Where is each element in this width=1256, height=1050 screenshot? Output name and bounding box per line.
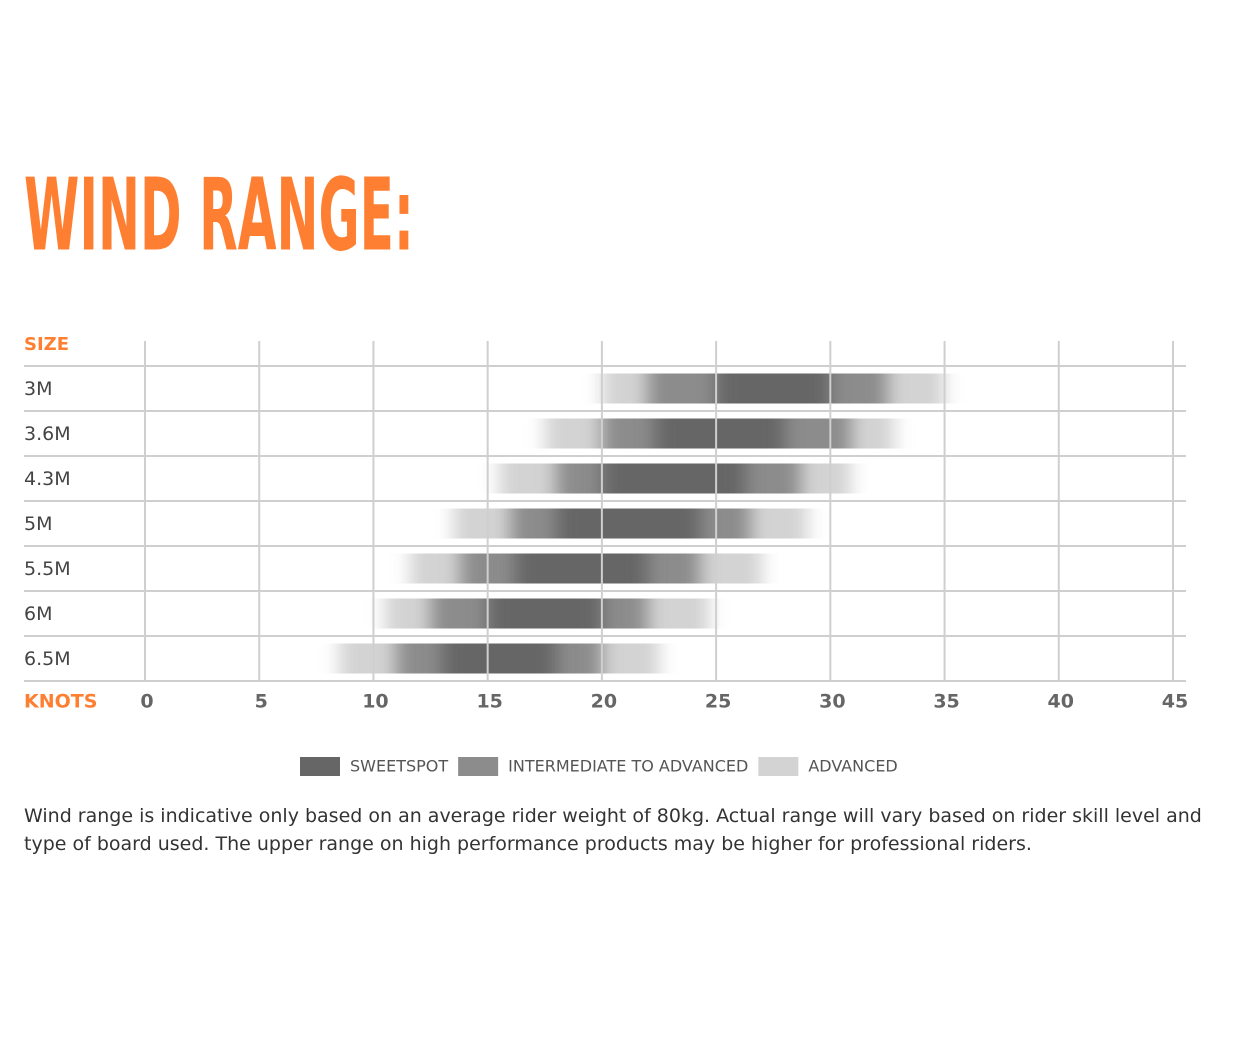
y-tick-label: 6M xyxy=(24,603,52,625)
range-bar xyxy=(515,553,648,584)
legend-swatch xyxy=(300,757,340,776)
range-bar xyxy=(601,463,746,494)
y-tick-label: 5M xyxy=(24,513,52,535)
range-bar xyxy=(556,508,701,539)
range-bar xyxy=(716,373,831,404)
x-tick-label: 0 xyxy=(140,691,153,713)
y-tick-label: 5.5M xyxy=(24,558,71,580)
x-tick-label: 35 xyxy=(933,691,959,713)
range-bar xyxy=(487,598,602,629)
grid xyxy=(24,341,1186,682)
x-tick-label: 5 xyxy=(255,691,268,713)
y-tick-label: 6.5M xyxy=(24,648,71,670)
x-tick-label: 30 xyxy=(819,691,845,713)
y-tick-label: 4.3M xyxy=(24,468,71,490)
x-tick-label: 45 xyxy=(1162,691,1188,713)
bars xyxy=(339,373,945,674)
legend-label: INTERMEDIATE TO ADVANCED xyxy=(508,757,748,776)
legend-label: ADVANCED xyxy=(808,757,897,776)
legend-swatch xyxy=(458,757,499,776)
x-tick-label: 15 xyxy=(476,691,502,713)
x-axis-label: KNOTS xyxy=(24,691,97,713)
range-bar xyxy=(441,643,557,674)
chart-title: WIND RANGE: xyxy=(24,156,414,273)
legend-label: SWEETSPOT xyxy=(350,757,448,776)
x-tick-label: 40 xyxy=(1048,691,1074,713)
legend: SWEETSPOT INTERMEDIATE TO ADVANCED ADVANCE… xyxy=(300,757,898,776)
y-axis-label: SIZE xyxy=(24,334,69,355)
labels: 0 5 10 15 20 25 30 35 40 45 3M 3.6M 4.3M 5M 5.5M 6M 6.5M xyxy=(24,378,1188,713)
y-tick-label: 3.6M xyxy=(24,423,71,445)
legend-swatch xyxy=(758,757,799,776)
y-tick-label: 3M xyxy=(24,378,52,400)
footnote: Wind range is indicative only based on a… xyxy=(24,805,1202,855)
x-tick-label: 10 xyxy=(362,691,388,713)
range-bar xyxy=(654,418,785,449)
x-tick-label: 25 xyxy=(705,691,731,713)
x-tick-label: 20 xyxy=(591,691,617,713)
